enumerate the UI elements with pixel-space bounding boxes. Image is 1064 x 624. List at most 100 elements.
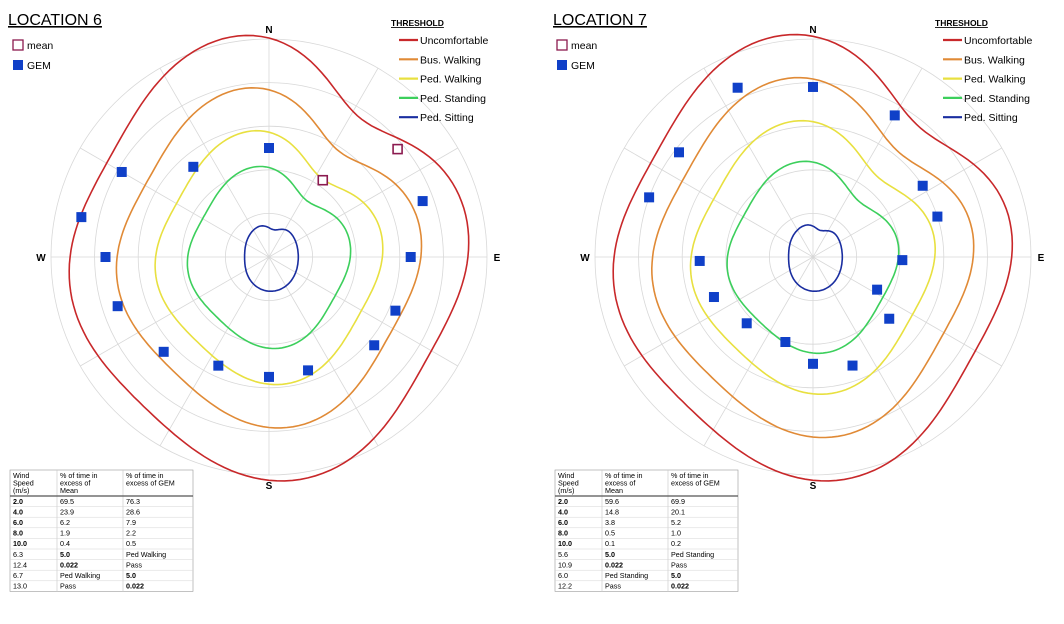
table-cell: 0.1	[605, 539, 615, 548]
table-cell: Pass	[671, 560, 687, 569]
contour-ped-standing	[186, 165, 352, 350]
table-cell: 10.0	[13, 539, 27, 548]
threshold-label: Ped. Walking	[964, 74, 1026, 86]
legend-mean-marker	[12, 39, 24, 51]
grid-spoke	[703, 256, 814, 446]
table-cell: Ped Standing	[671, 550, 714, 559]
gem-point	[116, 166, 127, 177]
table-cell: 0.022	[671, 582, 689, 591]
table-cell: 28.6	[126, 507, 140, 516]
table-cell: 69.9	[671, 497, 685, 506]
gem-point	[264, 371, 274, 382]
contour-bus-walking	[115, 86, 423, 429]
grid-spoke	[80, 147, 270, 258]
gem-point	[303, 365, 314, 376]
contour-uncomfortable	[612, 33, 1014, 482]
table-cell: 20.1	[671, 507, 685, 516]
gem-point	[158, 346, 169, 357]
table-header-cell: Wind Speed (m/s)	[13, 471, 34, 495]
compass-w: W	[580, 253, 590, 264]
table-cell: 76.3	[126, 497, 140, 506]
table-cell: 5.2	[671, 518, 681, 527]
panel-title: LOCATION 7	[553, 12, 647, 29]
mean-point	[392, 143, 403, 155]
table-frame	[554, 469, 739, 592]
table-cell: 3.8	[605, 518, 615, 527]
table-cell: 2.0	[558, 497, 568, 506]
table-cell: 13.0	[13, 582, 27, 591]
speed-table: Wind Speed (m/s) % of time in excess of Mean%…	[554, 469, 739, 592]
table-cell: 6.0	[558, 518, 568, 527]
table-cell: 5.0	[126, 571, 136, 580]
grid-spoke	[159, 256, 270, 446]
grid-spoke	[624, 256, 814, 367]
gem-point	[847, 360, 858, 371]
compass-n: N	[809, 25, 816, 36]
threshold-label: Bus. Walking	[964, 54, 1025, 66]
polar-grid	[50, 38, 488, 476]
grid-spoke	[268, 256, 458, 367]
table-cell: 0.2	[671, 539, 681, 548]
table-cell: 1.0	[671, 529, 681, 538]
grid-spoke	[80, 256, 270, 367]
compass-s: S	[810, 481, 817, 492]
table-header-cell: % of time in excess of Mean	[60, 471, 98, 495]
table-cell: 12.2	[558, 582, 572, 591]
legend-mean-marker	[556, 39, 568, 51]
table-cell: 6.0	[558, 571, 568, 580]
grid-spoke	[268, 68, 379, 258]
gem-point	[76, 212, 87, 223]
gem-point	[889, 110, 900, 121]
gem-point	[741, 318, 752, 329]
table-cell: Pass	[60, 582, 76, 591]
gem-point	[213, 360, 224, 371]
gem-point	[808, 81, 818, 92]
polar-grid	[594, 38, 1032, 476]
table-cell: 0.5	[605, 529, 615, 538]
gem-point	[417, 196, 428, 207]
threshold-label: Ped. Sitting	[420, 112, 474, 124]
table-cell: 4.0	[13, 507, 23, 516]
threshold-label: Uncomfortable	[964, 35, 1032, 47]
gem-point	[112, 301, 123, 312]
table-cell: 10.0	[558, 539, 572, 548]
table-cell: 6.3	[13, 550, 23, 559]
grid-spoke	[812, 256, 1002, 367]
table-cell: 10.9	[558, 560, 572, 569]
table-cell: 0.022	[605, 560, 623, 569]
legend-mean-label: mean	[27, 40, 53, 52]
gem-point	[780, 337, 791, 348]
table-frame	[9, 469, 194, 592]
threshold-label: Ped. Walking	[420, 74, 482, 86]
table-cell: 2.0	[13, 497, 23, 506]
legend-mean-label: mean	[571, 40, 597, 52]
gem-point	[932, 211, 943, 222]
panel-title: LOCATION 6	[8, 12, 102, 29]
table-cell: 4.0	[558, 507, 568, 516]
table-cell: 12.4	[13, 560, 27, 569]
legend-gem-marker	[13, 60, 23, 70]
gem-point	[644, 192, 655, 203]
table-cell: 23.9	[60, 507, 74, 516]
contour-ped-standing	[726, 160, 900, 355]
grid-spoke	[812, 147, 1002, 258]
threshold-label: Bus. Walking	[420, 54, 481, 66]
gem-point	[369, 340, 380, 351]
gem-point	[732, 82, 743, 93]
contour-bus-walking	[650, 76, 975, 439]
threshold-label: Uncomfortable	[420, 35, 488, 47]
grid-spoke	[624, 147, 814, 258]
table-cell: Ped Walking	[60, 571, 100, 580]
table-cell: Pass	[605, 582, 621, 591]
compass-s: S	[266, 481, 273, 492]
table-cell: 6.2	[60, 518, 70, 527]
gem-point	[694, 255, 705, 266]
threshold-heading: THRESHOLD	[935, 18, 988, 28]
gem-point	[897, 255, 908, 266]
gem-point	[100, 252, 111, 262]
compass-e: E	[494, 253, 501, 264]
contour-ped-sitting	[787, 224, 844, 292]
table-cell: Ped Walking	[126, 550, 166, 559]
